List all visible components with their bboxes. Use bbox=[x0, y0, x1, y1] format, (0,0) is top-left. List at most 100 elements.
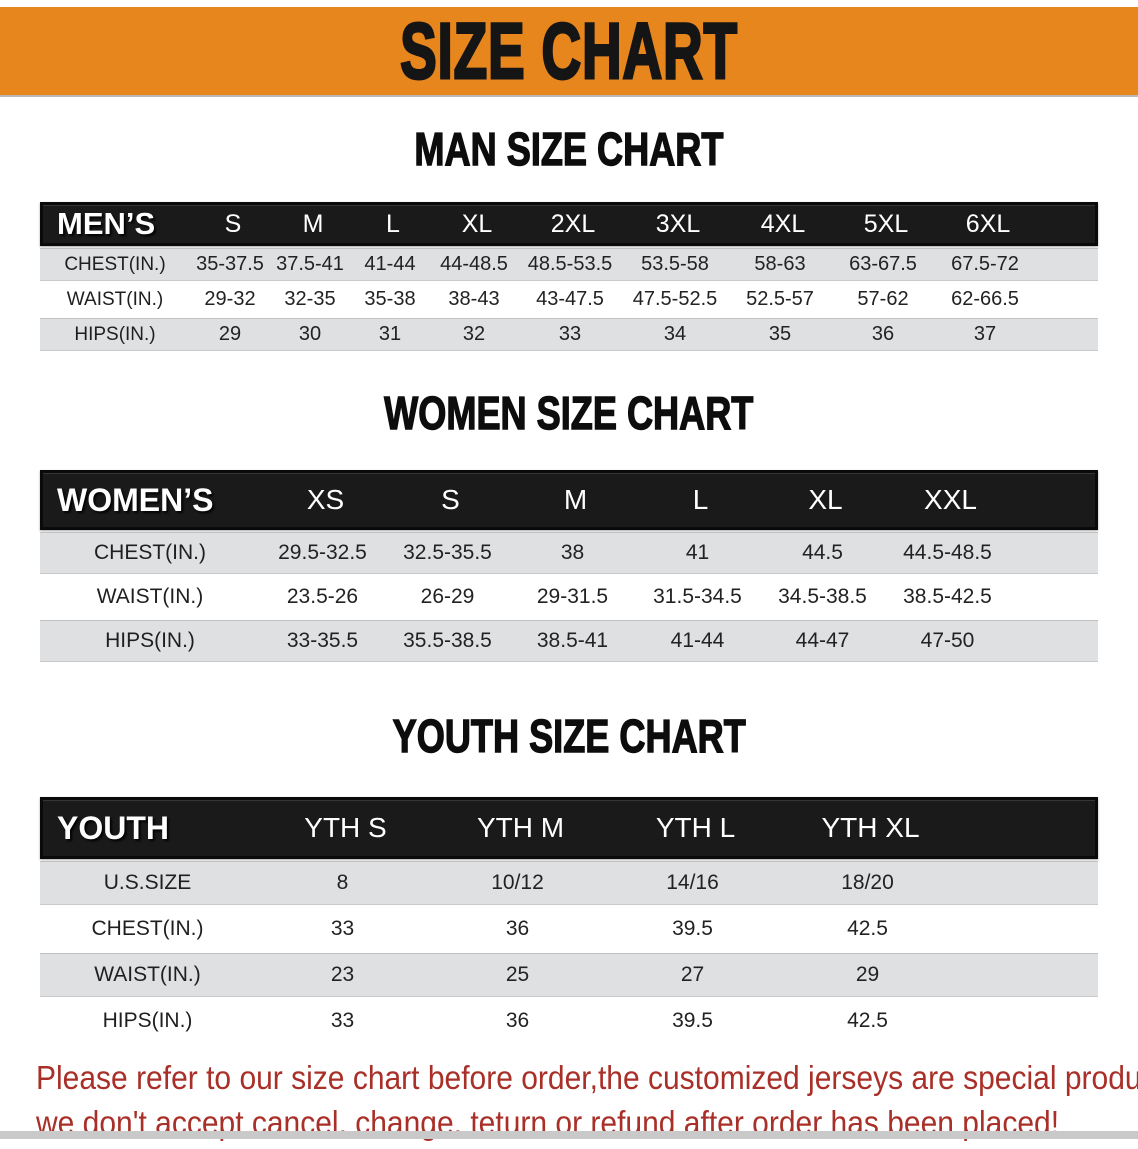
size-cell: 39.5 bbox=[672, 1009, 713, 1032]
size-cell: 37 bbox=[973, 323, 997, 345]
size-cell: 32-35 bbox=[284, 288, 336, 310]
column-header: 6XL bbox=[965, 209, 1011, 238]
size-cell: 33-35.5 bbox=[286, 629, 359, 652]
womens-size-table: WOMEN’S XS S M L XL XXL CHEST(IN.) 29.5-32.5 32… bbox=[40, 470, 1098, 662]
size-cell: 37.5-41 bbox=[276, 253, 344, 275]
mens-size-table: MEN’S S M L XL 2XL 3XL 4XL 5XL 6XL CHEST(IN.) 35-… bbox=[40, 202, 1098, 351]
column-header: XL bbox=[808, 484, 843, 515]
size-cell: 35-37.5 bbox=[196, 253, 264, 275]
column-header: L bbox=[692, 484, 709, 515]
column-header: 4XL bbox=[760, 209, 806, 238]
column-header: M bbox=[302, 209, 324, 238]
column-header: 3XL bbox=[655, 209, 701, 238]
column-header: 2XL bbox=[550, 209, 596, 238]
size-cell: 52.5-57 bbox=[746, 288, 814, 310]
table-row: CHEST(IN.) 33 36 39.5 42.5 bbox=[40, 907, 1098, 951]
size-cell: 33 bbox=[330, 1009, 355, 1032]
men-size-section: MAN SIZE CHART MEN’S S M L XL 2XL 3XL 4XL 5XL 6X… bbox=[0, 123, 1138, 351]
size-cell: 41-44 bbox=[364, 253, 416, 275]
size-cell: 41-44 bbox=[670, 629, 725, 652]
size-cell: 34.5-38.5 bbox=[778, 585, 867, 608]
column-header: YTH L bbox=[655, 812, 736, 843]
size-cell: 10/12 bbox=[491, 871, 544, 894]
size-cell: 47-50 bbox=[920, 629, 975, 652]
size-cell: 62-66.5 bbox=[951, 288, 1019, 310]
size-cell: 38 bbox=[560, 541, 585, 564]
youth-section-title: YOUTH SIZE CHART bbox=[392, 710, 746, 763]
table-row: CHEST(IN.) 35-37.5 37.5-41 41-44 44-48.5 48.5… bbox=[40, 248, 1098, 281]
column-header: YTH S bbox=[304, 812, 387, 843]
size-cell: 33 bbox=[330, 917, 355, 940]
size-cell: 30 bbox=[298, 323, 322, 345]
size-cell: 47.5-52.5 bbox=[632, 288, 718, 310]
women-size-section: WOMEN SIZE CHART WOMEN’S XS S M L XL XXL CHES… bbox=[0, 387, 1138, 662]
table-header-row: YOUTH YTH S YTH M YTH L YTH XL bbox=[40, 797, 1098, 859]
size-cell: 31 bbox=[378, 323, 402, 345]
size-cell: 18/20 bbox=[841, 871, 894, 894]
column-header: S bbox=[224, 209, 242, 238]
size-cell: 44-47 bbox=[795, 629, 850, 652]
size-cell: 35.5-38.5 bbox=[403, 629, 492, 652]
size-cell: 32 bbox=[462, 323, 486, 345]
row-label: HIPS(IN.) bbox=[74, 323, 156, 345]
column-header: XXL bbox=[924, 484, 977, 515]
size-cell: 23 bbox=[330, 963, 355, 986]
column-header: YTH XL bbox=[821, 812, 920, 843]
size-cell: 57-62 bbox=[857, 288, 909, 310]
size-cell: 25 bbox=[505, 963, 530, 986]
row-label: HIPS(IN.) bbox=[102, 1009, 193, 1032]
row-label: CHEST(IN.) bbox=[94, 541, 206, 564]
row-label: HIPS(IN.) bbox=[105, 629, 195, 652]
table-row: HIPS(IN.) 29 30 31 32 33 34 35 36 37 bbox=[40, 318, 1098, 351]
size-cell: 8 bbox=[336, 871, 349, 894]
size-cell: 36 bbox=[871, 323, 895, 345]
size-cell: 29-31.5 bbox=[536, 585, 609, 608]
women-section-title: WOMEN SIZE CHART bbox=[384, 387, 754, 440]
table-row: HIPS(IN.) 33 36 39.5 42.5 bbox=[40, 999, 1098, 1043]
row-label: WAIST(IN.) bbox=[96, 585, 204, 608]
size-cell: 42.5 bbox=[847, 917, 888, 940]
size-cell: 35 bbox=[768, 323, 792, 345]
size-cell: 29 bbox=[218, 323, 242, 345]
size-cell: 29 bbox=[855, 963, 880, 986]
table-row: U.S.SIZE 8 10/12 14/16 18/20 bbox=[40, 861, 1098, 905]
column-header: 5XL bbox=[863, 209, 909, 238]
table-header-label: MEN’S bbox=[57, 206, 156, 241]
table-header-row: MEN’S S M L XL 2XL 3XL 4XL 5XL 6XL bbox=[40, 202, 1098, 246]
row-label: CHEST(IN.) bbox=[91, 917, 204, 940]
size-cell: 42.5 bbox=[847, 1009, 888, 1032]
size-cell: 29.5-32.5 bbox=[278, 541, 367, 564]
size-cell: 53.5-58 bbox=[641, 253, 709, 275]
order-policy-note: Please refer to our size chart before or… bbox=[0, 1059, 1138, 1149]
size-cell: 44-48.5 bbox=[440, 253, 508, 275]
bottom-edge-strip bbox=[0, 1131, 1138, 1139]
size-cell: 34 bbox=[663, 323, 687, 345]
size-cell: 36 bbox=[505, 1009, 530, 1032]
size-cell: 23.5-26 bbox=[286, 585, 359, 608]
row-label: WAIST(IN.) bbox=[66, 288, 164, 310]
table-header-label: YOUTH bbox=[57, 809, 169, 846]
table-row: HIPS(IN.) 33-35.5 35.5-38.5 38.5-41 41-44 44-… bbox=[40, 620, 1098, 662]
size-cell: 38.5-41 bbox=[536, 629, 609, 652]
size-cell: 67.5-72 bbox=[951, 253, 1019, 275]
men-section-title: MAN SIZE CHART bbox=[414, 123, 724, 176]
table-header-row: WOMEN’S XS S M L XL XXL bbox=[40, 470, 1098, 530]
size-cell: 27 bbox=[680, 963, 705, 986]
banner-title: SIZE CHART bbox=[399, 5, 738, 96]
column-header: M bbox=[563, 484, 588, 515]
size-cell: 39.5 bbox=[672, 917, 713, 940]
table-header-label: WOMEN’S bbox=[57, 481, 214, 518]
size-cell: 38.5-42.5 bbox=[903, 585, 992, 608]
size-cell: 26-29 bbox=[420, 585, 475, 608]
table-row: WAIST(IN.) 29-32 32-35 35-38 38-43 43-47.5 47.… bbox=[40, 283, 1098, 316]
size-cell: 63-67.5 bbox=[849, 253, 917, 275]
size-cell: 36 bbox=[505, 917, 530, 940]
youth-size-table: YOUTH YTH S YTH M YTH L YTH XL U.S.SIZE 8 10/… bbox=[40, 797, 1098, 1043]
size-cell: 44.5-48.5 bbox=[903, 541, 992, 564]
size-cell: 48.5-53.5 bbox=[527, 253, 613, 275]
size-cell: 33 bbox=[558, 323, 582, 345]
size-cell: 29-32 bbox=[204, 288, 256, 310]
size-cell: 44.5 bbox=[802, 541, 843, 564]
size-cell: 41 bbox=[685, 541, 710, 564]
column-header: L bbox=[386, 209, 400, 238]
